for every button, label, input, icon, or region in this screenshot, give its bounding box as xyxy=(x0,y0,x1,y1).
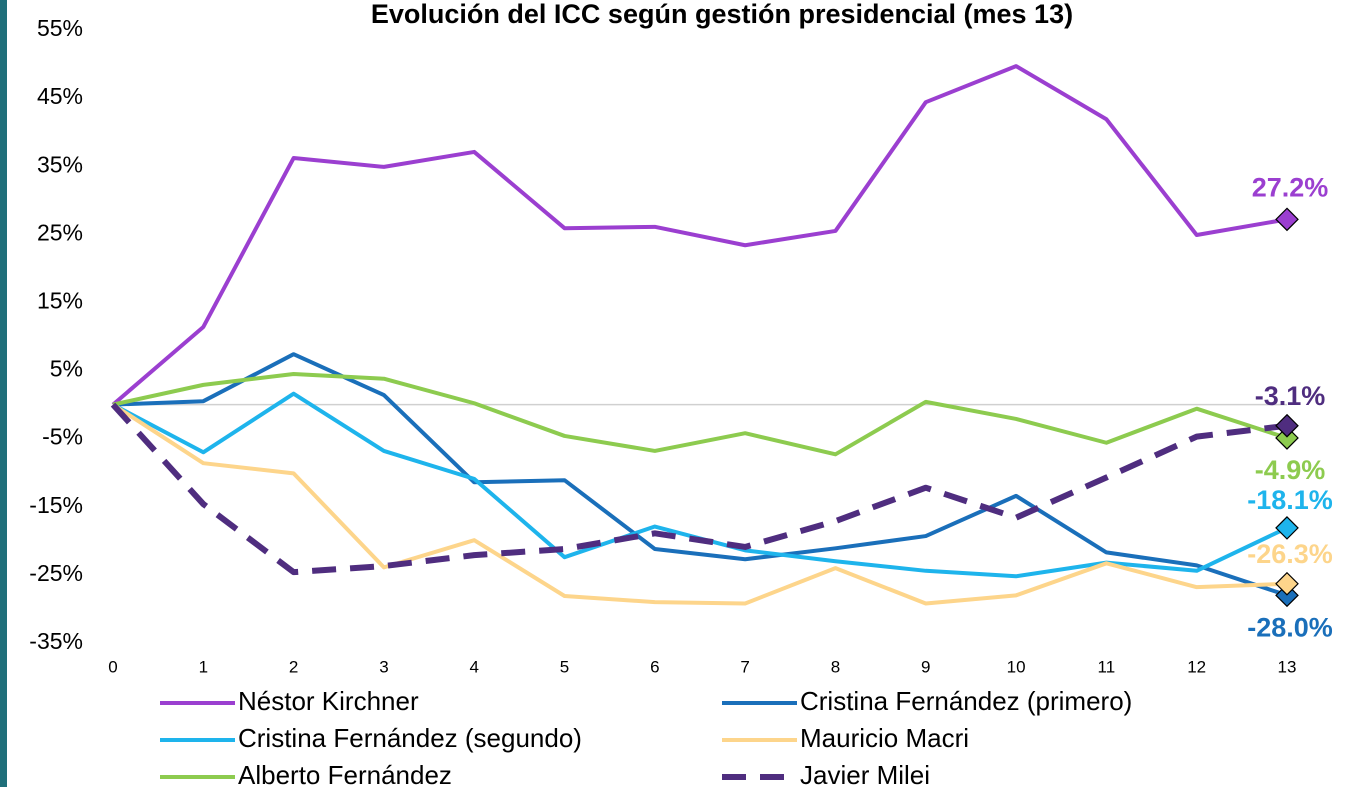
y-tick-label: -15% xyxy=(29,492,83,518)
x-tick-label: 11 xyxy=(1098,657,1116,676)
x-tick-label: 13 xyxy=(1278,657,1297,676)
y-tick-label: -5% xyxy=(42,424,83,450)
x-tick-label: 8 xyxy=(831,657,840,676)
legend-label: Cristina Fernández (segundo) xyxy=(238,723,582,753)
edge-stripe xyxy=(0,0,7,787)
x-tick-label: 5 xyxy=(560,657,569,676)
value-label: -3.1% xyxy=(1255,381,1326,411)
value-label: -28.0% xyxy=(1247,612,1333,642)
series-line xyxy=(112,352,1288,598)
y-tick-label: 55% xyxy=(37,15,83,41)
end-marker xyxy=(1275,426,1299,450)
end-marker xyxy=(1275,571,1299,596)
y-tick-label: 15% xyxy=(37,288,83,314)
x-tick-label: 0 xyxy=(108,657,117,676)
end-marker xyxy=(1275,516,1299,540)
legend-label: Alberto Fernández xyxy=(238,760,452,787)
value-label: -18.1% xyxy=(1247,485,1333,515)
y-tick-label: 35% xyxy=(37,151,83,177)
y-tick-label: 25% xyxy=(37,219,83,245)
y-tick-label: 45% xyxy=(37,83,83,109)
value-label: 27.2% xyxy=(1252,172,1329,202)
value-label: -4.9% xyxy=(1255,455,1326,485)
series-line xyxy=(111,64,1288,407)
y-tick-label: -25% xyxy=(29,560,83,586)
x-tick-label: 3 xyxy=(379,657,388,676)
series-line xyxy=(110,402,1288,576)
legend-label: Néstor Kirchner xyxy=(238,686,419,716)
legend-label: Cristina Fernández (primero) xyxy=(800,686,1132,716)
y-tick-label: -35% xyxy=(29,628,83,654)
end-marker xyxy=(1275,207,1299,232)
x-tick-label: 1 xyxy=(199,657,208,676)
y-tick-label: 5% xyxy=(50,356,83,382)
x-tick-label: 10 xyxy=(1007,657,1026,676)
x-tick-label: 4 xyxy=(469,657,478,676)
chart-title: Evolución del ICC según gestión presiden… xyxy=(371,0,1073,29)
x-tick-label: 2 xyxy=(289,657,298,676)
x-tick-label: 6 xyxy=(650,657,659,676)
series-line xyxy=(111,402,1288,606)
value-label: -26.3% xyxy=(1247,539,1333,569)
legend-label: Javier Milei xyxy=(800,760,930,787)
x-tick-label: 9 xyxy=(921,657,930,676)
x-tick-label: 7 xyxy=(740,657,749,676)
series-line xyxy=(112,371,1288,457)
end-marker xyxy=(1275,413,1299,438)
x-tick-label: 12 xyxy=(1187,657,1206,676)
legend-label: Mauricio Macri xyxy=(800,723,969,753)
